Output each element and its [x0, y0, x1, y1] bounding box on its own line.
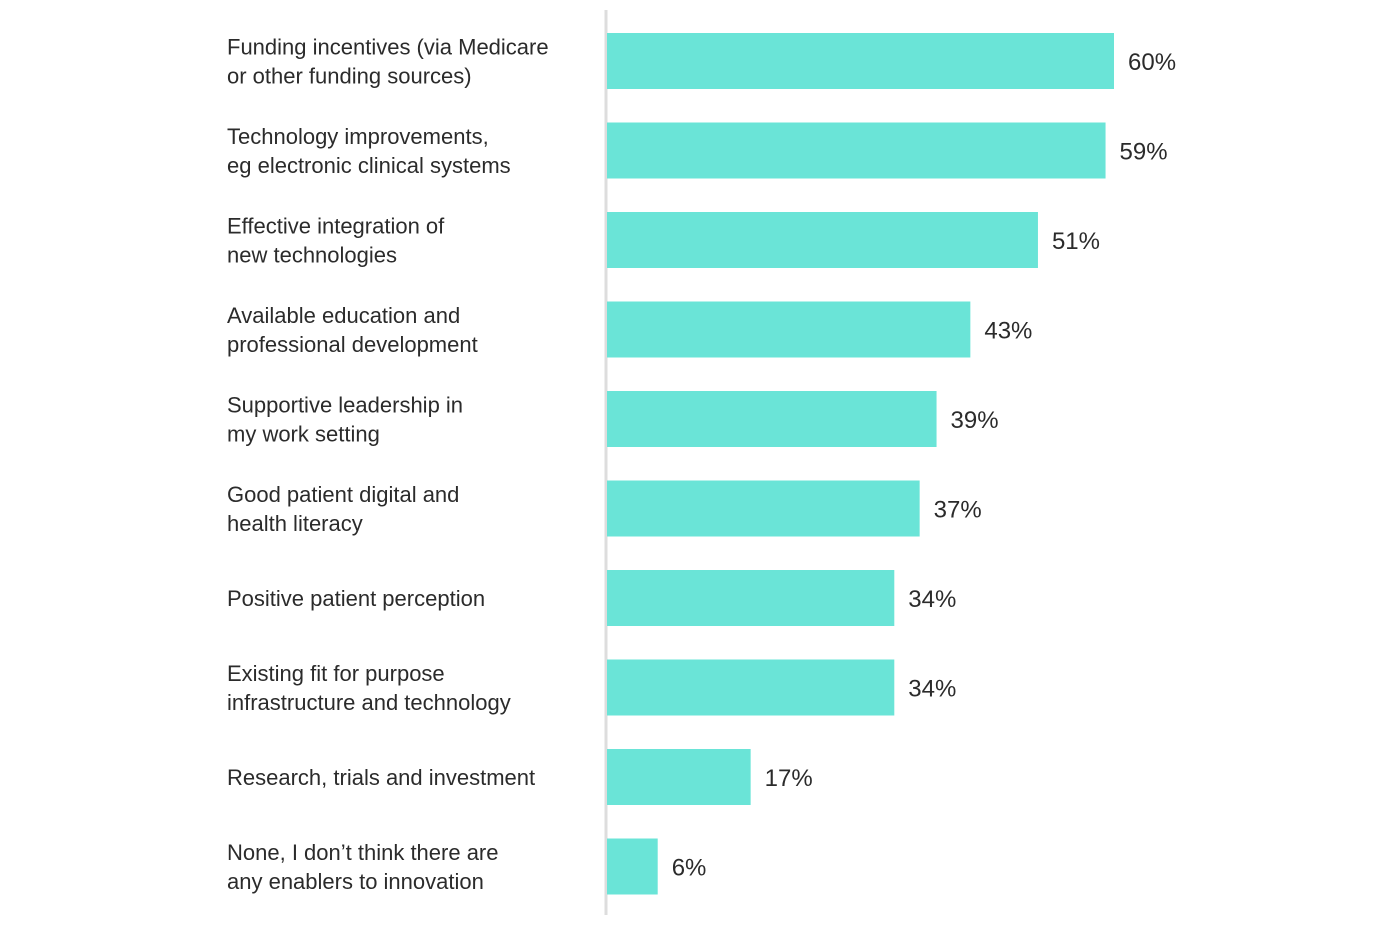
data-label: 17% [765, 765, 813, 792]
category-label: Effective integration of [227, 214, 445, 239]
category-label: infrastructure and technology [227, 690, 511, 715]
category-label: professional development [227, 332, 478, 357]
data-label: 60% [1128, 49, 1176, 76]
data-label: 51% [1052, 228, 1100, 255]
bar [607, 749, 751, 805]
bar [607, 570, 895, 626]
category-label: health literacy [227, 511, 363, 536]
category-label: eg electronic clinical systems [227, 153, 511, 178]
data-label: 34% [908, 676, 956, 703]
category-label: Existing fit for purpose [227, 661, 445, 686]
category-label: or other funding sources) [227, 64, 472, 89]
data-label: 34% [908, 586, 956, 613]
bar [607, 212, 1038, 268]
category-label: new technologies [227, 243, 397, 268]
category-label: my work setting [227, 422, 380, 447]
category-label: any enablers to innovation [227, 869, 484, 894]
data-label: 39% [951, 407, 999, 434]
data-label: 6% [672, 855, 707, 882]
category-label: Technology improvements, [227, 124, 489, 149]
category-label: Research, trials and investment [227, 765, 535, 790]
category-label: None, I don’t think there are [227, 840, 499, 865]
bar [607, 33, 1114, 89]
category-label: Good patient digital and [227, 482, 459, 507]
category-label: Funding incentives (via Medicare [227, 35, 549, 60]
bar [607, 391, 937, 447]
bar [607, 838, 658, 895]
category-label: Available education and [227, 303, 460, 328]
bar [607, 122, 1106, 179]
data-label: 59% [1120, 139, 1168, 166]
bar [607, 480, 920, 537]
data-label: 37% [934, 497, 982, 524]
category-label: Supportive leadership in [227, 393, 463, 418]
bar [607, 301, 971, 358]
data-label: 43% [984, 318, 1032, 345]
bar [607, 659, 895, 716]
category-label: Positive patient perception [227, 586, 485, 611]
